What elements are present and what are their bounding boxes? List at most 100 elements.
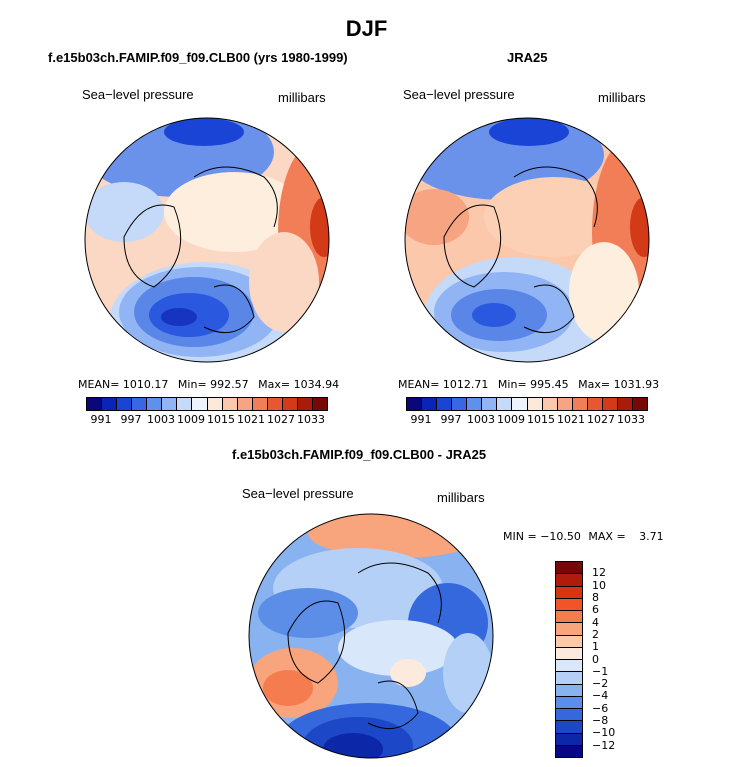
figure-title: DJF: [345, 16, 388, 41]
colorbar-diff-tick-label: 0: [592, 652, 599, 666]
colorbar-diff-tick-label: −12: [592, 738, 616, 752]
colorbar-diff: [555, 561, 583, 758]
colorbar-model-swatch: [117, 398, 133, 410]
units-label-model: millibars: [278, 90, 326, 105]
stats-diff: MIN = −10.50 MAX = 3.71: [503, 530, 664, 543]
colorbar-model-swatch: [237, 398, 253, 410]
variable-label-obs: Sea−level pressure: [403, 87, 515, 102]
colorbar-obs-swatch: [587, 398, 603, 410]
min-value-obs: 995.45: [530, 378, 569, 391]
colorbar-model-tick-label: 1003: [147, 413, 175, 426]
colorbar-obs-swatch: [467, 398, 483, 410]
colorbar-model: [86, 397, 328, 411]
stats-obs: MEAN= 1012.71 Min= 995.45 Max= 1031.93: [398, 378, 659, 391]
min-value-model: 992.57: [210, 378, 249, 391]
variable-label-model: Sea−level pressure: [82, 87, 194, 102]
mean-label-obs: MEAN=: [398, 378, 440, 391]
colorbar-diff-tick-label: 6: [592, 603, 599, 617]
colorbar-model-swatch: [252, 398, 268, 410]
colorbar-model-tick-label: 991: [90, 413, 112, 426]
colorbar-obs-tick-label: 1015: [527, 413, 555, 426]
colorbar-diff-tick-label: 12: [592, 566, 606, 580]
panel-title-diff: f.e15b03ch.FAMIP.f09_f09.CLB00 - JRA25: [232, 447, 487, 462]
colorbar-model-swatch: [102, 398, 118, 410]
colorbar-model-tick-label: 997: [120, 413, 142, 426]
colorbar-diff-tick-label: −4: [592, 689, 609, 703]
colorbar-obs-swatch: [632, 398, 647, 410]
polar-map-model: [84, 117, 330, 363]
panel-title-model: f.e15b03ch.FAMIP.f09_f09.CLB00 (yrs 1980…: [48, 50, 348, 65]
polar-map-obs: [404, 117, 650, 363]
max-label-obs: Max=: [578, 378, 611, 391]
colorbar-model-swatch: [222, 398, 238, 410]
colorbar-diff-swatch: [556, 562, 582, 575]
colorbar-obs-tick-label: 997: [440, 413, 462, 426]
max-value-diff: 3.71: [639, 530, 664, 543]
min-label-obs: Min=: [497, 378, 527, 391]
colorbar-diff-swatch: [556, 672, 582, 685]
colorbar-model-swatch: [177, 398, 193, 410]
colorbar-obs-swatch: [437, 398, 453, 410]
colorbar-diff-tick-label: −6: [592, 701, 609, 715]
min-value-diff: −10.50: [540, 530, 581, 543]
colorbar-diff-swatch: [556, 684, 582, 697]
mean-value-model: 1010.17: [122, 378, 169, 391]
colorbar-model-swatch: [162, 398, 178, 410]
min-label-diff: MIN =: [503, 530, 537, 543]
colorbar-diff-tick-label: −10: [592, 726, 616, 740]
min-label-model: Min=: [177, 378, 207, 391]
colorbar-diff-tick-label: 8: [592, 590, 599, 604]
colorbar-diff-tick-label: −1: [592, 664, 609, 678]
colorbar-obs-swatch: [572, 398, 588, 410]
colorbar-diff-swatch: [556, 660, 582, 673]
units-label-obs: millibars: [598, 90, 646, 105]
colorbar-diff-swatch: [556, 733, 582, 746]
colorbar-obs-swatch: [407, 398, 423, 410]
colorbar-diff-swatch: [556, 709, 582, 722]
units-label-diff: millibars: [437, 490, 485, 505]
colorbar-model-swatch: [87, 398, 103, 410]
colorbar-obs-swatch: [557, 398, 573, 410]
max-value-obs: 1031.93: [613, 378, 660, 391]
colorbar-obs-swatch: [512, 398, 528, 410]
colorbar-obs-swatch: [452, 398, 468, 410]
colorbar-model-tick-label: 1015: [207, 413, 235, 426]
colorbar-obs-tick-label: 1003: [467, 413, 495, 426]
colorbar-model-swatch: [312, 398, 327, 410]
colorbar-diff-swatch: [556, 611, 582, 624]
colorbar-diff-tick-label: −8: [592, 714, 609, 728]
colorbar-obs: [406, 397, 648, 411]
polar-map-diff: [248, 513, 494, 759]
colorbar-model-swatch: [132, 398, 148, 410]
colorbar-diff-tick-label: 4: [592, 615, 599, 629]
colorbar-model-swatch: [282, 398, 298, 410]
colorbar-diff-swatch: [556, 635, 582, 648]
colorbar-model-swatch: [192, 398, 208, 410]
colorbar-model-swatch: [267, 398, 283, 410]
colorbar-model-swatch: [297, 398, 313, 410]
colorbar-obs-swatch: [422, 398, 438, 410]
stats-model: MEAN= 1010.17 Min= 992.57 Max= 1034.94: [78, 378, 339, 391]
colorbar-model-tick-label: 1021: [237, 413, 265, 426]
colorbar-obs-swatch: [527, 398, 543, 410]
colorbar-obs-swatch: [602, 398, 618, 410]
colorbar-obs-swatch: [497, 398, 513, 410]
colorbar-model-tick-label: 1033: [297, 413, 325, 426]
colorbar-model-tick-label: 1009: [177, 413, 205, 426]
colorbar-diff-swatch: [556, 574, 582, 587]
max-value-model: 1034.94: [293, 378, 340, 391]
colorbar-diff-tick-label: 2: [592, 627, 599, 641]
colorbar-obs-swatch: [482, 398, 498, 410]
colorbar-obs-tick-label: 1009: [497, 413, 525, 426]
colorbar-model-swatch: [207, 398, 223, 410]
colorbar-obs-swatch: [542, 398, 558, 410]
colorbar-obs-tick-label: 1033: [617, 413, 645, 426]
panel-title-obs: JRA25: [507, 50, 548, 65]
max-label-diff: MAX =: [588, 530, 626, 543]
colorbar-diff-swatch: [556, 623, 582, 636]
colorbar-obs-tick-label: 1021: [557, 413, 585, 426]
colorbar-diff-tick-label: −2: [592, 677, 609, 691]
colorbar-model-swatch: [147, 398, 163, 410]
mean-value-obs: 1012.71: [442, 378, 489, 391]
colorbar-diff-swatch: [556, 721, 582, 734]
